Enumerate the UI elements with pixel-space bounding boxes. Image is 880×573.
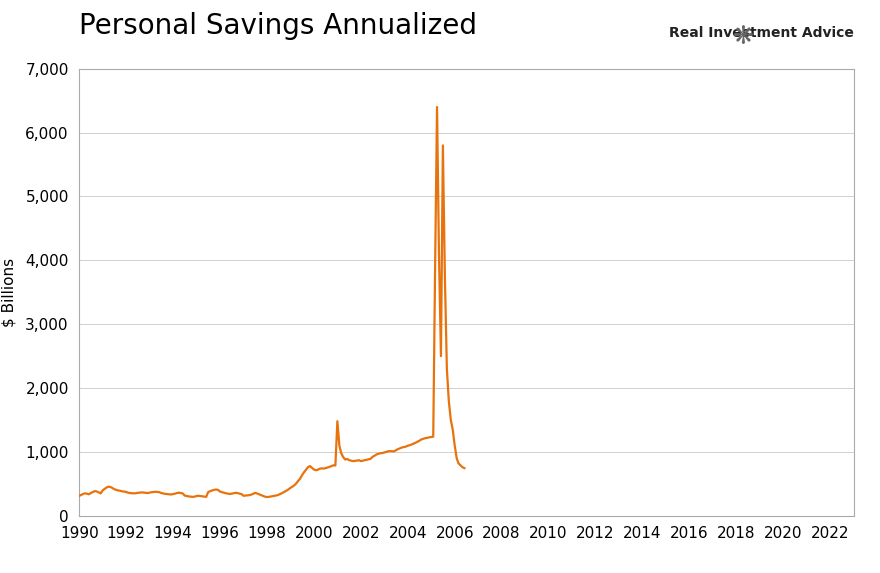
- Y-axis label: $ Billions: $ Billions: [2, 258, 17, 327]
- Text: ❋: ❋: [733, 25, 754, 49]
- Text: Real Investment Advice: Real Investment Advice: [669, 26, 854, 40]
- Text: Personal Savings Annualized: Personal Savings Annualized: [79, 12, 477, 40]
